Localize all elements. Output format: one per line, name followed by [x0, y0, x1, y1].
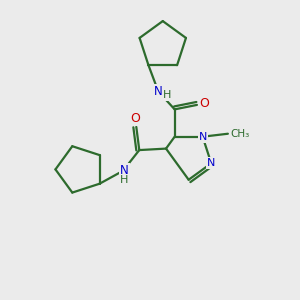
Text: N: N [154, 85, 163, 98]
Text: N: N [198, 132, 207, 142]
Text: H: H [163, 90, 171, 100]
Text: H: H [120, 176, 129, 185]
Text: O: O [130, 112, 140, 125]
Text: N: N [120, 164, 129, 177]
Text: CH₃: CH₃ [230, 129, 250, 139]
Text: O: O [200, 97, 209, 110]
Text: N: N [207, 158, 215, 168]
